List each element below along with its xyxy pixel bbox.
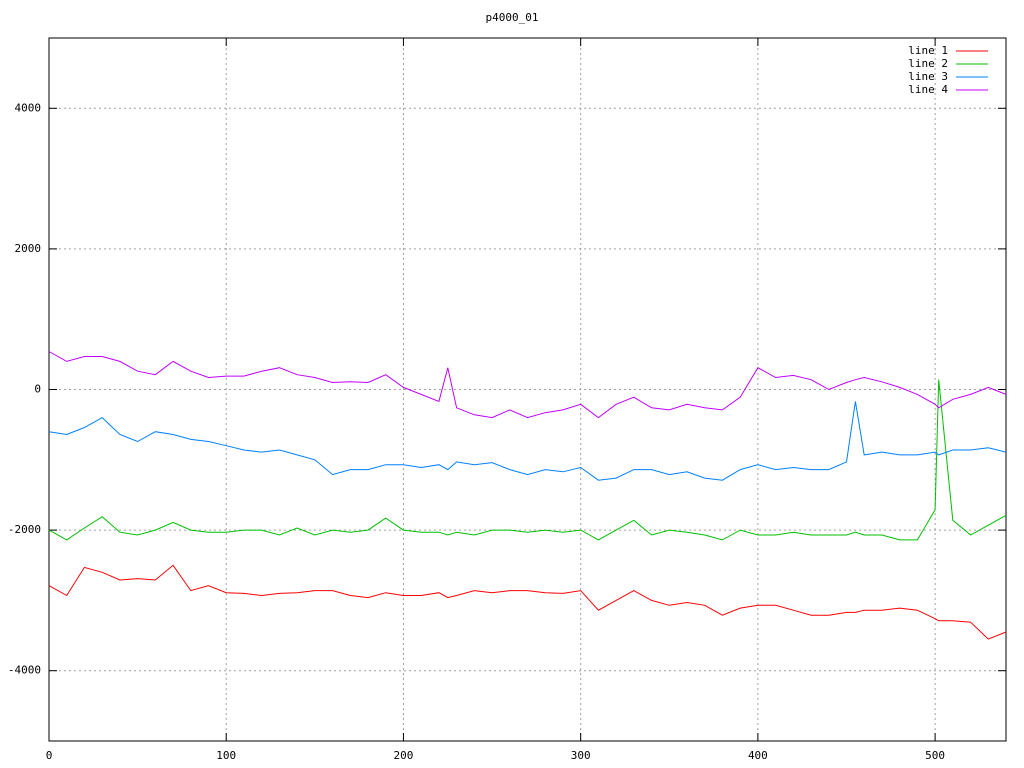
x-tick-label: 500 bbox=[925, 749, 945, 762]
legend-label: line 4 bbox=[908, 83, 948, 96]
series-line bbox=[48, 564, 1007, 640]
x-tick-label: 300 bbox=[571, 749, 591, 762]
y-tick-label: 0 bbox=[34, 383, 41, 396]
series-line bbox=[48, 401, 1007, 481]
y-tick-label: 4000 bbox=[15, 101, 42, 114]
y-tick-label: 2000 bbox=[15, 242, 42, 255]
x-tick-label: 0 bbox=[46, 749, 53, 762]
y-tick-label: -4000 bbox=[8, 664, 41, 677]
series-line bbox=[48, 351, 1007, 419]
legend-label: line 3 bbox=[908, 70, 948, 83]
x-tick-label: 100 bbox=[216, 749, 236, 762]
series-line bbox=[48, 379, 1007, 541]
legend-label: line 1 bbox=[908, 44, 948, 57]
legend-label: line 2 bbox=[908, 57, 948, 70]
chart-title: p4000_01 bbox=[486, 11, 539, 24]
x-tick-label: 400 bbox=[748, 749, 768, 762]
y-tick-label: -2000 bbox=[8, 523, 41, 536]
x-tick-label: 200 bbox=[394, 749, 414, 762]
plot-frame bbox=[48, 37, 1007, 742]
